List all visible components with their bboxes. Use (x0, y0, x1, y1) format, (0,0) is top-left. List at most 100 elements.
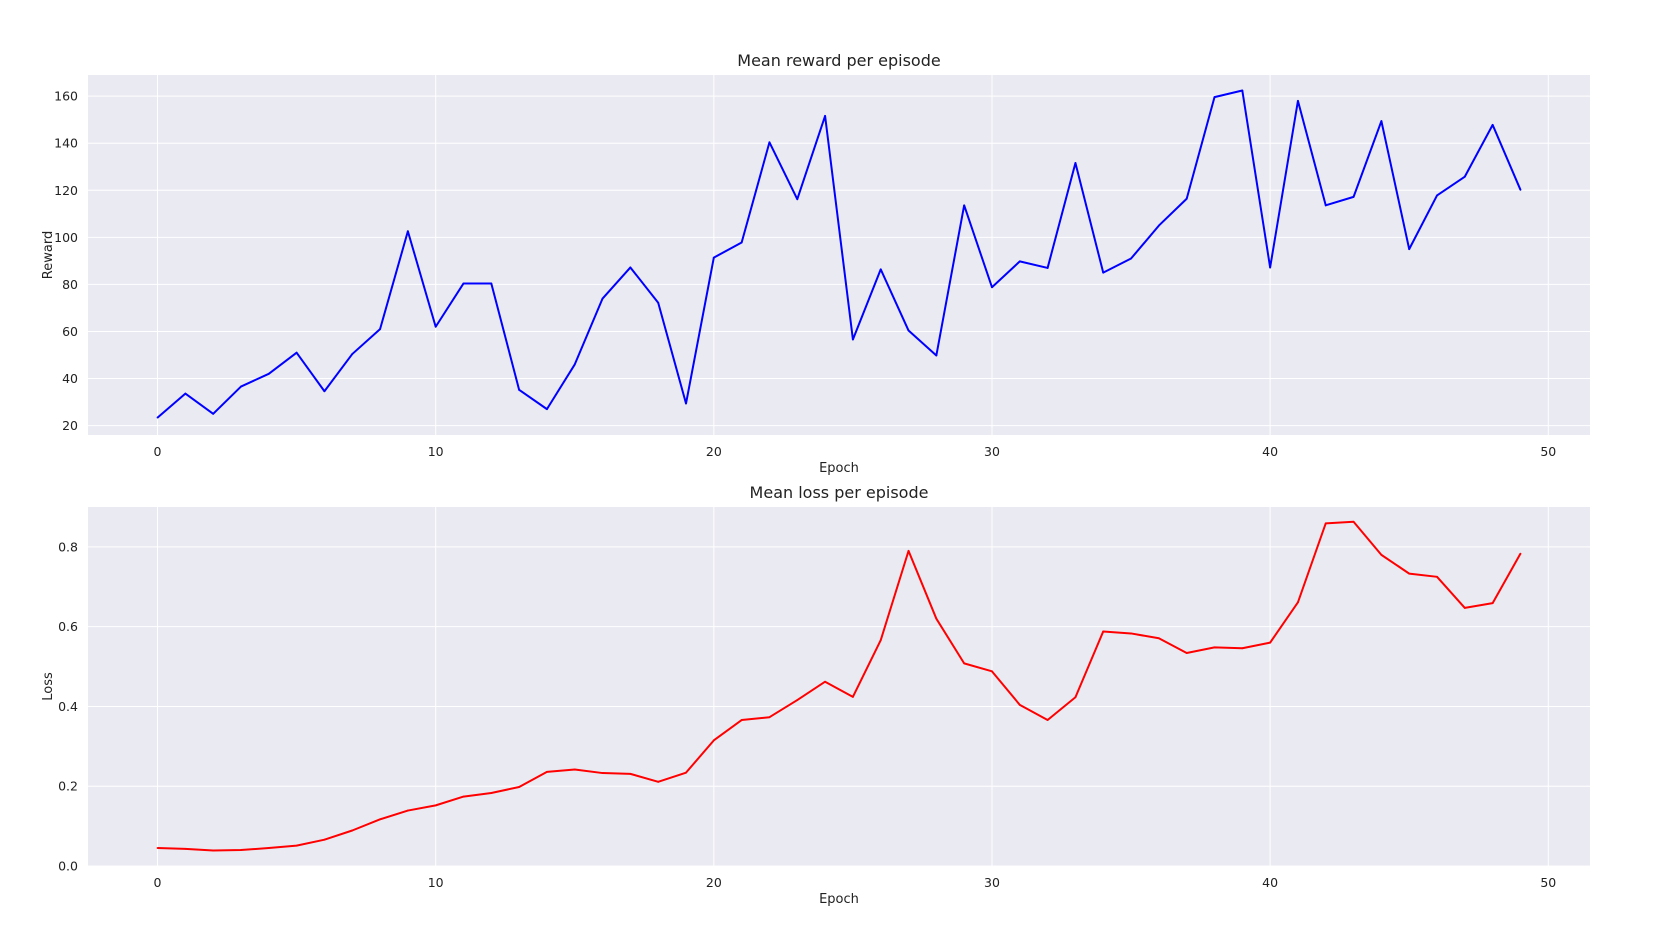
data-point (879, 639, 882, 642)
data-point (295, 351, 298, 354)
data-point (1046, 267, 1049, 269)
y-tick-label: 140 (54, 136, 78, 151)
data-point (629, 772, 632, 775)
data-point (379, 818, 381, 821)
data-point (768, 141, 771, 144)
data-point (1241, 647, 1244, 650)
data-point (406, 230, 409, 233)
data-point (184, 847, 187, 850)
data-point (1491, 123, 1494, 126)
series-line-1 (157, 520, 1522, 852)
y-tick-label: 160 (54, 89, 78, 104)
data-point (712, 739, 715, 742)
x-tick-label: 10 (428, 444, 444, 459)
data-point (963, 204, 966, 207)
data-point (601, 772, 604, 774)
data-point (1102, 271, 1105, 274)
y-tick-label: 100 (54, 230, 78, 245)
data-point (1130, 632, 1132, 635)
data-point (768, 716, 771, 719)
data-point (824, 115, 826, 117)
chart-title: Mean loss per episode (750, 483, 929, 502)
chart-title: Mean reward per episode (737, 51, 940, 70)
data-point (546, 770, 548, 773)
data-point (573, 768, 576, 771)
y-tick-label: 0.0 (58, 859, 78, 874)
y-axis-label: Reward (41, 231, 56, 279)
y-tick-label: 60 (62, 324, 78, 339)
x-tick-label: 20 (706, 444, 722, 459)
data-point (351, 353, 354, 355)
data-point (796, 699, 799, 701)
data-point (601, 297, 604, 300)
data-point (852, 338, 854, 341)
data-point (991, 286, 993, 289)
data-point (1046, 719, 1049, 721)
data-point (323, 390, 326, 393)
data-point (462, 282, 465, 285)
data-point (1018, 260, 1021, 263)
data-point (1213, 96, 1216, 99)
data-point (796, 198, 799, 201)
data-point (1185, 197, 1188, 200)
x-tick-label: 0 (154, 875, 162, 890)
data-point (518, 786, 521, 788)
data-point (295, 844, 298, 847)
plot-area (88, 75, 1590, 435)
data-point (546, 408, 548, 411)
data-point (1352, 195, 1355, 198)
data-point (657, 780, 660, 783)
x-axis-label: Epoch (819, 892, 859, 907)
y-tick-label: 0.6 (58, 619, 78, 634)
data-point (685, 771, 687, 774)
x-tick-label: 50 (1540, 875, 1556, 890)
data-point (935, 354, 938, 357)
data-point (685, 402, 687, 405)
data-point (1324, 522, 1327, 525)
x-tick-label: 30 (984, 875, 1000, 890)
data-point (462, 795, 465, 798)
y-axis-label: Loss (41, 672, 56, 701)
data-point (490, 792, 493, 794)
data-point (156, 416, 159, 419)
data-point (518, 388, 521, 391)
data-point (1018, 703, 1021, 706)
data-point (1491, 602, 1494, 605)
y-tick-label: 0.4 (58, 699, 78, 714)
data-point (1408, 572, 1411, 575)
data-point (963, 662, 966, 665)
data-point (740, 719, 743, 721)
data-point (1519, 552, 1522, 555)
chart-1: 0 10 20 30 40 50 20 40 60 80 100 120 140 160 Mean rewa… (41, 51, 1590, 476)
data-point (1074, 696, 1077, 699)
data-point (156, 847, 159, 849)
data-point (1436, 575, 1438, 578)
data-point (991, 670, 993, 673)
plot-area (88, 507, 1590, 866)
data-point (740, 241, 743, 244)
data-point (1408, 248, 1411, 251)
data-point (1463, 607, 1466, 609)
data-point (629, 266, 632, 269)
data-point (1130, 257, 1132, 260)
data-point (712, 256, 715, 259)
data-point (1297, 601, 1299, 604)
data-point (1352, 520, 1355, 523)
data-point (379, 328, 381, 331)
data-point (1297, 99, 1299, 102)
data-point (351, 829, 354, 832)
data-point (406, 809, 409, 812)
data-point (267, 372, 270, 375)
data-point (240, 385, 242, 388)
data-point (323, 838, 326, 841)
data-point (1436, 194, 1438, 197)
x-tick-label: 40 (1262, 444, 1278, 459)
x-tick-label: 10 (428, 875, 444, 890)
data-point (1185, 652, 1188, 654)
data-point (1157, 224, 1160, 227)
data-point (212, 849, 215, 852)
data-point (490, 282, 493, 285)
x-tick-label: 40 (1262, 875, 1278, 890)
x-axis-label: Epoch (819, 461, 859, 476)
data-point (240, 849, 242, 851)
